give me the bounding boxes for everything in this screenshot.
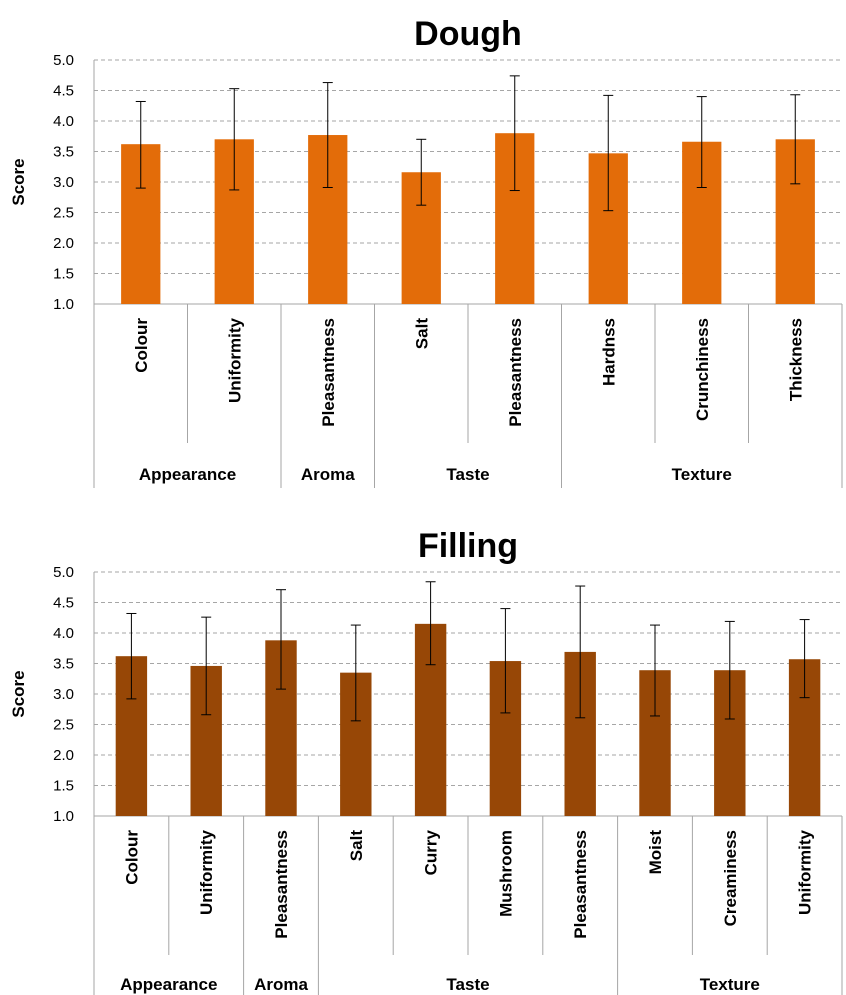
category-label: Pleasantness [506, 318, 525, 427]
category-label: Uniformity [225, 317, 244, 403]
group-label: Taste [446, 975, 489, 994]
category-label: Moist [646, 830, 665, 875]
category-label: Thickness [786, 318, 805, 401]
category-label: Pleasantness [571, 830, 590, 939]
group-label: Aroma [254, 975, 308, 994]
y-axis-label: Score [9, 158, 28, 205]
y-tick-label: 4.5 [53, 83, 74, 100]
category-label: Creaminess [721, 830, 740, 926]
y-tick-label: 2.0 [53, 235, 74, 252]
group-label: Appearance [120, 975, 217, 994]
y-tick-label: 4.0 [53, 625, 74, 642]
y-tick-label: 3.0 [53, 174, 74, 191]
y-tick-label: 2.5 [53, 717, 74, 734]
y-tick-label: 1.5 [53, 266, 74, 283]
y-tick-label: 2.0 [53, 747, 74, 764]
chart-1: Filling Score 1.0 1.5 2.0 2.5 3.0 3.5 4.0 4.5 5.0 C… [9, 527, 843, 995]
y-tick-label: 1.5 [53, 778, 74, 795]
y-tick-label: 3.0 [53, 686, 74, 703]
y-tick-label: 4.0 [53, 113, 74, 130]
group-label: Texture [700, 975, 760, 994]
group-label: Appearance [139, 465, 236, 484]
category-label: Crunchiness [693, 318, 712, 421]
category-label: Uniformity [796, 829, 815, 915]
y-axis-label: Score [9, 670, 28, 717]
y-tick-label: 5.0 [53, 564, 74, 581]
chart-title: Filling [418, 527, 518, 565]
group-label: Taste [446, 465, 489, 484]
category-label: Pleasantness [272, 830, 291, 939]
category-label: Salt [347, 830, 366, 862]
y-tick-label: 3.5 [53, 656, 74, 673]
category-label: Pleasantness [319, 318, 338, 427]
y-tick-label: 3.5 [53, 144, 74, 161]
category-label: Colour [132, 318, 151, 373]
category-label: Mushroom [496, 830, 515, 917]
y-tick-label: 1.0 [53, 296, 74, 313]
group-label: Aroma [301, 465, 355, 484]
category-label: Curry [422, 829, 441, 875]
category-label: Uniformity [197, 829, 216, 915]
category-label: Salt [412, 318, 431, 350]
y-tick-label: 1.0 [53, 808, 74, 825]
y-tick-label: 4.5 [53, 595, 74, 612]
y-tick-label: 5.0 [53, 52, 74, 69]
y-tick-label: 2.5 [53, 205, 74, 222]
group-label: Texture [672, 465, 732, 484]
chart-0: Dough Score 1.0 1.5 2.0 2.5 3.0 3.5 4.0 4.5 5.0 Col… [9, 15, 843, 488]
chart-title: Dough [414, 15, 522, 53]
category-label: Colour [122, 830, 141, 885]
category-label: Hardnss [599, 318, 618, 386]
